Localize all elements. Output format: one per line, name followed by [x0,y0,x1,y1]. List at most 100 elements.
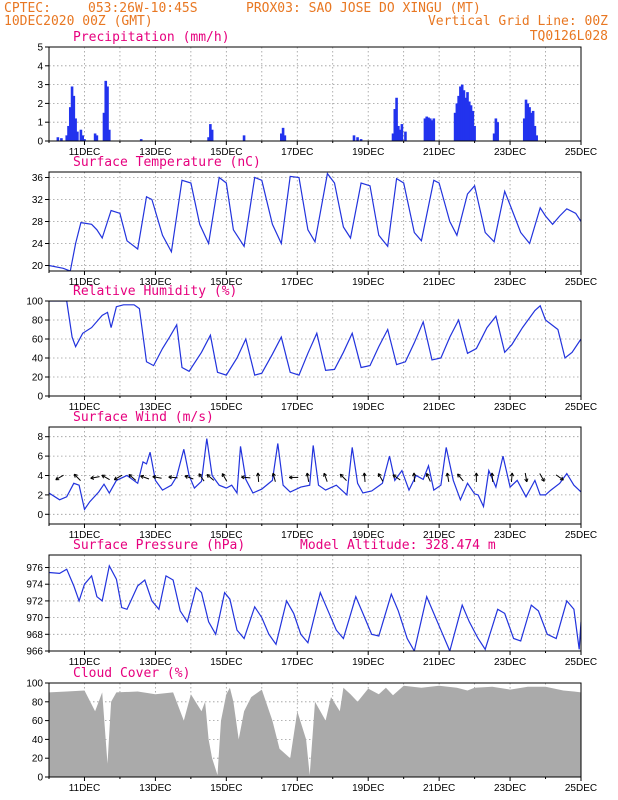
ytick-label-pres: 974 [26,580,43,591]
ytick-label-precip: 3 [37,80,43,91]
wind-arrow-head [392,474,395,479]
panel-title-pres: Surface Pressure (hPa) [73,538,245,553]
wind-arrow [152,475,162,480]
ytick-label-wind: 0 [37,510,43,521]
wind-arrow-head [561,476,564,481]
wind-arrow-shaft [510,472,513,482]
xtick-label-precip: 21DEC [423,147,455,158]
xtick-label-pres: 19DEC [352,657,384,668]
precip-bar [428,118,432,141]
precip-bar [455,103,459,141]
xtick-label-temp: 21DEC [423,277,455,288]
wind-arrow [73,473,81,481]
ytick-label-precip: 5 [37,43,43,54]
ytick-label-precip: 2 [37,99,43,110]
precip-bar [70,86,74,141]
wind-line [49,438,581,511]
precip-bar [281,127,285,141]
precip-bar [65,135,69,141]
xtick-label-temp: 23DEC [494,277,526,288]
wind-arrow-head [362,472,365,477]
precip-bar [104,80,108,141]
panel-title-rh: Relative Humidity (%) [73,284,237,299]
wind-arrow-head [168,476,172,480]
header-coordinates: 053:26W-10:45S [88,1,198,16]
precip-bar [492,133,496,141]
precip-bar [397,125,400,141]
ytick-label-wind: 8 [37,432,43,443]
data-rh [49,301,581,376]
wind-arrow-shaft [73,473,81,481]
ytick-label-wind: 4 [37,471,43,482]
ytick-label-pres: 976 [26,563,43,574]
precip-bar [395,97,398,141]
xtick-label-rh: 13DEC [139,402,171,413]
xtick-label-cloud: 23DEC [494,783,526,794]
xtick-label-cloud: 11DEC [69,783,101,794]
wind-arrow-head [288,477,293,480]
xtick-label-rh: 11DEC [69,402,101,413]
precip-bar [530,112,533,141]
xtick-label-rh: 19DEC [352,402,384,413]
precip-bar [522,118,526,141]
wind-arrow-shaft [339,473,347,481]
panel-cloud: Cloud Cover (%) 0 20 40 60 80 100 11DEC 13DEC 15D… [26,666,597,794]
precip-bar [56,137,60,141]
precip-bar [471,110,475,141]
wind-arrow [524,472,529,483]
xtick-label-precip: 13DEC [139,147,171,158]
data-precip [56,80,538,141]
wind-arrow-shaft [257,472,260,482]
wind-arrow-shaft [491,472,494,482]
ytick-label-cloud: 100 [26,679,43,690]
wind-arrow [412,472,417,482]
wind-arrow-shaft [206,474,215,481]
wind-arrow [184,474,194,480]
precip-bar [283,135,287,141]
xtick-label-pres: 11DEC [69,657,101,668]
precip-bar [533,125,537,141]
xtick-label-pres: 17DEC [281,657,313,668]
panel-title-cloud: Cloud Cover (%) [73,666,190,681]
panel-temp: Surface Temperature (nC) 20 24 28 32 36 11DEC 1… [32,155,597,288]
precip-bar [67,125,70,141]
xtick-label-rh: 25DEC [565,402,597,413]
ytick-label-rh: 40 [32,354,44,365]
wind-arrow-shaft [184,475,194,480]
precip-bar [359,139,363,141]
wind-arrow [128,474,137,481]
precip-bar [242,135,246,141]
precip-bar [95,135,99,141]
data-cloud [49,685,581,777]
ytick-label-precip: 4 [37,61,43,72]
wind-arrow-head [457,473,459,478]
precip-bar [460,84,464,141]
wind-arrow-shaft [413,472,416,482]
wind-arrow-shaft [140,475,150,480]
ytick-label-pres: 968 [26,630,43,641]
frame-rh [48,300,582,397]
wind-arrow-shaft [241,476,251,479]
wind-arrow-head [474,472,477,477]
precip-bar [106,86,109,141]
xtick-label-wind: 17DEC [281,530,313,541]
xtick-label-wind: 11DEC [69,530,101,541]
wind-arrow [392,474,401,481]
ytick-label-temp: 24 [32,239,44,250]
wind-arrow [288,475,299,480]
ytick-label-cloud: 80 [32,697,44,708]
precip-bar [398,129,402,141]
ytick-label-precip: 0 [37,137,43,148]
ytick-label-temp: 36 [32,173,44,184]
wind-arrow-head [241,476,245,480]
xtick-label-rh: 15DEC [210,402,242,413]
ytick-label-rh: 20 [32,373,44,384]
wind-arrow-head [339,474,342,478]
wind-arrow [323,472,328,482]
precip-bar [464,97,468,141]
pres-line [49,564,581,651]
precip-bar [427,117,430,141]
xtick-label-precip: 23DEC [494,147,526,158]
wind-arrow-head [323,473,325,477]
ytick-label-precip: 1 [37,118,43,129]
